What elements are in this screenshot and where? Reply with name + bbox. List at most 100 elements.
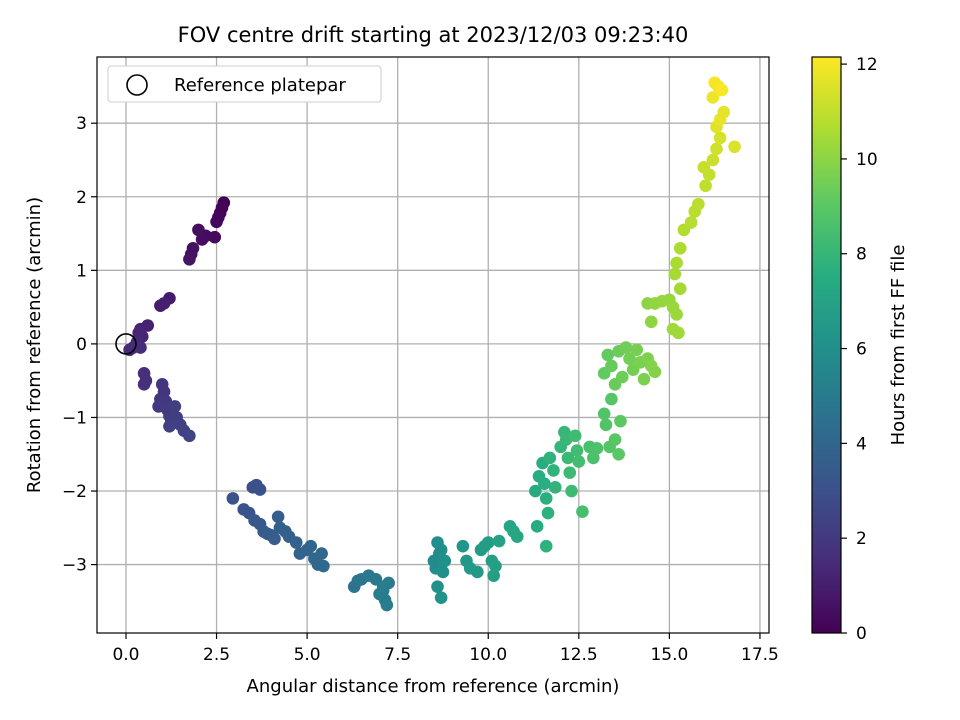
colorbar-tick-label: 8	[856, 245, 867, 265]
data-point	[271, 510, 285, 524]
data-point	[436, 565, 450, 579]
data-point	[599, 418, 613, 432]
data-point	[157, 297, 171, 310]
x-axis-label: Angular distance from reference (arcmin)	[247, 676, 620, 697]
colorbar-tick-label: 6	[856, 340, 867, 360]
y-tick-label: 2	[76, 188, 87, 208]
data-point	[644, 315, 658, 329]
data-point	[137, 378, 151, 391]
data-point	[576, 505, 589, 518]
data-point	[648, 365, 662, 379]
data-point	[315, 547, 328, 560]
data-point	[715, 83, 729, 97]
data-point	[543, 451, 557, 465]
colorbar-tick-label: 2	[856, 529, 867, 549]
data-point	[289, 536, 303, 549]
legend-marker-icon	[126, 74, 148, 96]
data-point	[168, 400, 182, 413]
data-point	[612, 447, 625, 461]
data-point	[195, 233, 209, 246]
plot-frame	[96, 56, 770, 634]
data-point	[438, 554, 452, 568]
data-point	[587, 451, 600, 465]
colorbar-tick-label: 4	[856, 434, 867, 454]
data-point	[132, 326, 145, 340]
data-point	[673, 282, 687, 296]
legend: Reference platepar	[107, 65, 382, 103]
data-point	[123, 343, 136, 357]
y-axis-label: Rotation from reference (arcmin)	[24, 197, 45, 493]
data-point	[605, 359, 618, 373]
data-point	[134, 341, 147, 354]
data-point	[489, 559, 502, 573]
y-tick-label: 1	[76, 261, 87, 281]
data-point	[481, 536, 495, 549]
data-point	[601, 348, 615, 362]
data-point	[183, 429, 196, 443]
data-point	[713, 131, 727, 145]
colorbar-tick-label: 10	[856, 150, 878, 170]
data-point	[548, 481, 562, 494]
data-point	[268, 532, 281, 546]
data-point	[706, 153, 720, 167]
data-point	[431, 536, 444, 549]
data-point	[471, 565, 484, 579]
data-point	[210, 215, 223, 229]
data-point	[186, 241, 200, 255]
y-tick-label: 3	[76, 114, 87, 134]
data-point	[253, 483, 267, 496]
data-point	[487, 569, 500, 582]
data-point	[637, 372, 651, 386]
x-tick-label: 12.5	[560, 645, 598, 665]
data-point	[376, 580, 390, 593]
x-tick-label: 17.5	[741, 645, 779, 665]
data-point	[710, 142, 723, 156]
y-axis: −3 −2 −1 0 1 2 3	[62, 114, 97, 576]
legend-box	[107, 65, 382, 103]
grid-lines	[97, 57, 769, 633]
x-axis: 0.0 2.5 5.0 7.5 10.0 12.5 15.0 17.5	[112, 633, 779, 665]
data-points	[123, 76, 741, 612]
data-point	[608, 433, 622, 446]
x-tick-label: 7.5	[384, 645, 411, 665]
reference-marker	[115, 333, 137, 355]
colorbar-tick-label: 0	[856, 624, 867, 644]
data-point	[590, 442, 604, 455]
x-tick-label: 2.5	[203, 645, 230, 665]
data-point	[530, 520, 544, 533]
legend-label: Reference platepar	[174, 75, 346, 96]
data-point	[456, 539, 470, 553]
data-point	[570, 444, 584, 457]
data-point	[183, 252, 196, 266]
data-point	[670, 256, 683, 270]
data-point	[163, 419, 176, 433]
data-point	[597, 407, 611, 421]
x-tick-label: 15.0	[650, 645, 688, 665]
data-point	[317, 559, 330, 573]
data-point	[561, 451, 575, 465]
data-point	[684, 216, 698, 229]
data-point	[568, 429, 582, 443]
data-point	[605, 392, 618, 406]
x-tick-label: 0.0	[112, 645, 139, 665]
data-point	[697, 161, 711, 174]
data-point	[541, 506, 555, 520]
y-tick-label: −1	[62, 408, 87, 428]
data-point	[539, 492, 553, 505]
data-point	[192, 223, 205, 237]
data-point	[614, 414, 627, 428]
colorbar-axis: 0 2 4 6 8 10 12	[841, 55, 878, 644]
y-tick-label: −3	[62, 556, 87, 576]
data-point	[565, 484, 578, 498]
data-point	[572, 455, 586, 468]
data-point	[492, 534, 506, 548]
data-point	[510, 530, 524, 543]
data-point	[623, 352, 636, 365]
data-point	[668, 267, 682, 281]
y-tick-label: −2	[62, 482, 87, 502]
data-point	[304, 539, 318, 553]
data-point	[673, 241, 687, 255]
data-point	[619, 341, 633, 354]
chart-title: FOV centre drift starting at 2023/12/03 …	[178, 23, 689, 47]
